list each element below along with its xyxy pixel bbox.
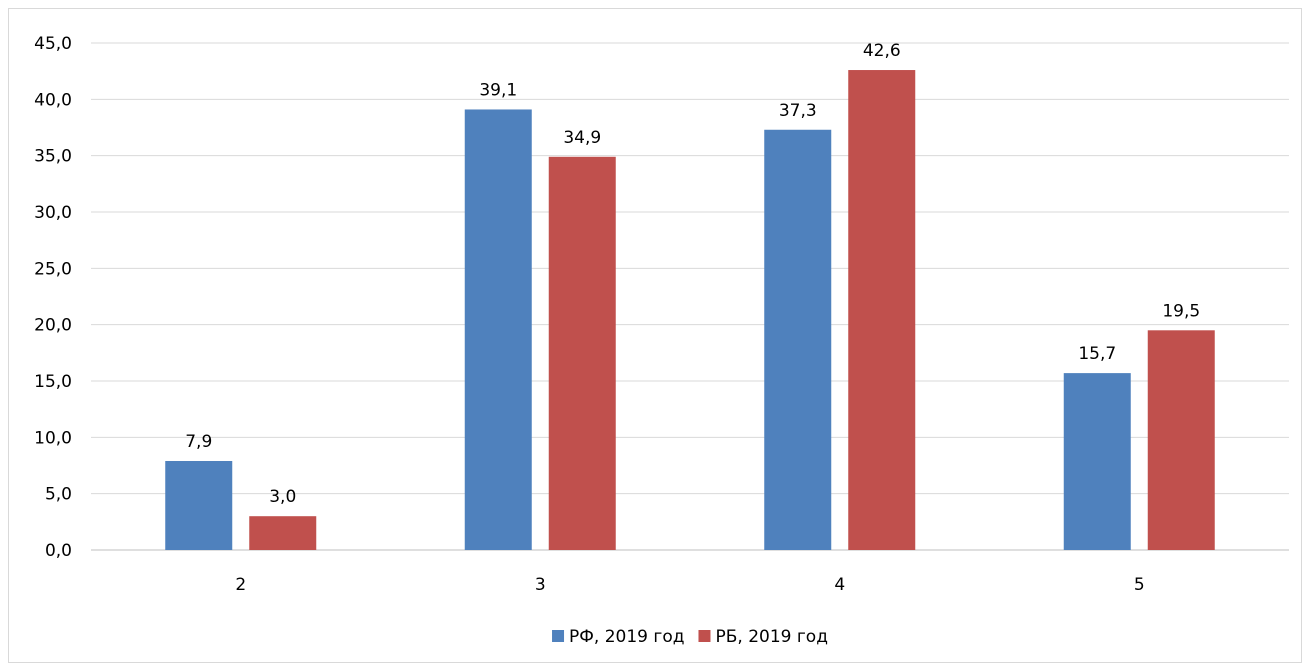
y-tick-label: 40,0 — [34, 90, 72, 110]
bar-series-2 — [249, 516, 317, 550]
x-tick-label: 5 — [1134, 575, 1145, 595]
legend-swatch — [698, 630, 711, 642]
legend-label: РБ, 2019 год — [715, 627, 827, 647]
y-tick-label: 20,0 — [34, 316, 72, 336]
y-tick-label: 35,0 — [34, 147, 72, 167]
bar-series-2 — [1147, 330, 1215, 550]
y-tick-label: 25,0 — [34, 259, 72, 279]
y-tick-label: 5,0 — [45, 485, 72, 505]
bar-series-1 — [165, 460, 233, 550]
data-label: 7,9 — [185, 432, 212, 452]
y-tick-label: 10,0 — [34, 428, 72, 448]
bar-series-2 — [848, 70, 916, 550]
legend-swatch — [552, 630, 565, 642]
data-label: 3,0 — [269, 487, 296, 507]
data-label: 15,7 — [1078, 344, 1116, 364]
x-tick-label: 3 — [535, 575, 546, 595]
x-tick-label: 2 — [235, 575, 246, 595]
data-label: 42,6 — [863, 41, 901, 61]
bar-series-1 — [764, 129, 832, 550]
bar-series-1 — [1063, 373, 1131, 550]
y-tick-label: 15,0 — [34, 372, 72, 392]
y-tick-label: 45,0 — [34, 34, 72, 54]
bar-series-1 — [464, 109, 532, 551]
chart-frame — [8, 8, 1302, 663]
bar-series-2 — [548, 156, 616, 550]
y-tick-label: 0,0 — [45, 541, 72, 561]
y-tick-label: 30,0 — [34, 203, 72, 223]
x-tick-label: 4 — [834, 575, 845, 595]
data-label: 34,9 — [563, 128, 601, 148]
data-label: 39,1 — [479, 80, 517, 100]
legend-label: РФ, 2019 год — [569, 627, 684, 647]
data-label: 37,3 — [779, 101, 817, 121]
data-label: 19,5 — [1162, 301, 1200, 321]
